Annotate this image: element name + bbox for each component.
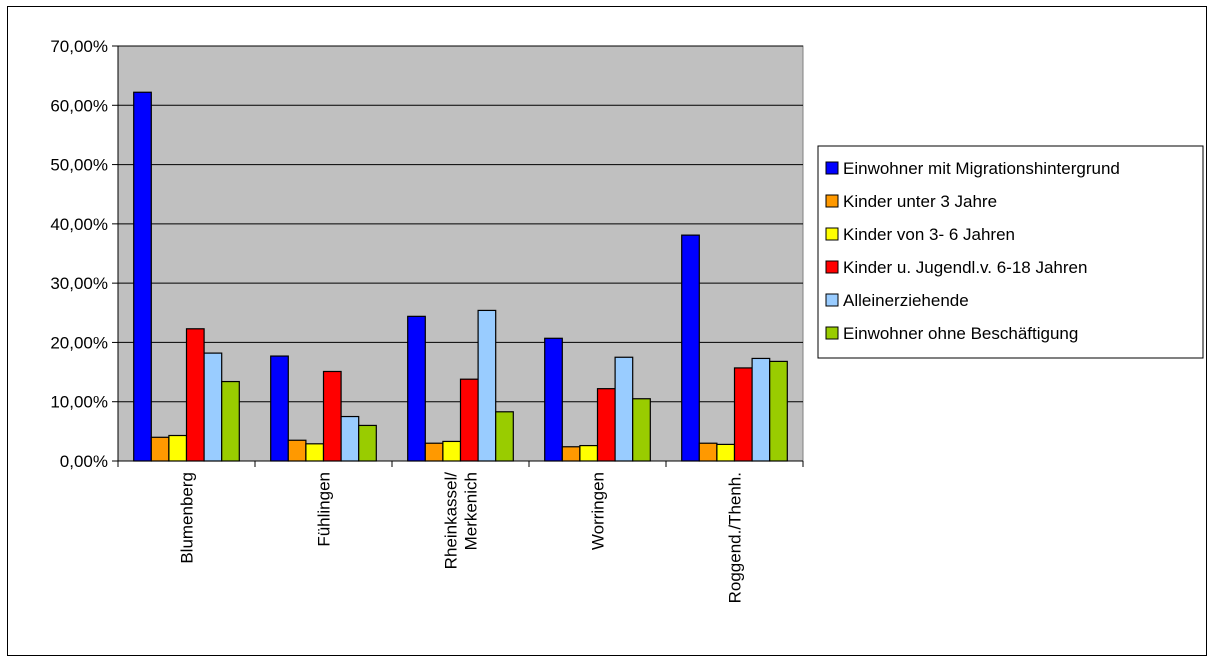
bar	[358, 424, 377, 462]
legend-swatch	[825, 227, 839, 241]
bar	[168, 434, 188, 462]
legend-swatch	[825, 260, 839, 274]
bar	[459, 378, 479, 462]
y-tick-label: 30,00%	[50, 274, 108, 293]
legend-label: Alleinerziehende	[843, 291, 969, 310]
bar	[407, 315, 426, 462]
bar	[751, 357, 771, 462]
bar	[698, 442, 718, 462]
bar	[477, 309, 497, 462]
legend-label: Kinder unter 3 Jahre	[843, 192, 997, 211]
legend	[817, 145, 1204, 359]
bar	[495, 411, 514, 462]
bar	[442, 440, 462, 462]
bar	[632, 398, 651, 462]
bar	[340, 415, 360, 462]
y-tick-label: 0,00%	[60, 452, 108, 471]
legend-label: Kinder von 3- 6 Jahren	[843, 225, 1015, 244]
bar	[270, 355, 289, 462]
legend-swatch	[825, 326, 839, 340]
y-tick-label: 40,00%	[50, 215, 108, 234]
y-tick-label: 10,00%	[50, 393, 108, 412]
bar	[150, 436, 170, 462]
bar	[596, 388, 616, 462]
bar	[579, 444, 599, 462]
bar	[681, 234, 700, 462]
bar	[561, 446, 581, 462]
category-label: Blumenberg	[178, 472, 197, 564]
bar	[716, 443, 736, 462]
legend-swatch	[825, 161, 839, 175]
bar	[203, 352, 223, 462]
category-label: Worringen	[589, 472, 608, 550]
y-tick-label: 50,00%	[50, 156, 108, 175]
bar	[133, 91, 152, 462]
y-tick-label: 60,00%	[50, 96, 108, 115]
legend-swatch	[825, 293, 839, 307]
legend-label: Einwohner mit Migrationshintergrund	[843, 159, 1120, 178]
category-label: Roggend./Thenh.	[726, 472, 745, 603]
bar	[287, 439, 307, 462]
category-label: Merkenich	[462, 472, 481, 550]
bar	[614, 356, 634, 462]
bar	[322, 370, 342, 462]
bar	[221, 380, 240, 462]
y-tick-label: 20,00%	[50, 333, 108, 352]
y-tick-label: 70,00%	[50, 37, 108, 56]
category-label: Fühlingen	[315, 472, 334, 547]
category-label: Rheinkassel/	[442, 472, 461, 570]
bar	[185, 328, 205, 462]
legend-label: Kinder u. Jugendl.v. 6-18 Jahren	[843, 258, 1087, 277]
bar	[305, 443, 325, 462]
legend-label: Einwohner ohne Beschäftigung	[843, 324, 1078, 343]
bar	[424, 442, 444, 462]
legend-swatch	[825, 194, 839, 208]
bar	[769, 360, 788, 462]
bar	[733, 367, 753, 462]
bar	[544, 337, 563, 462]
